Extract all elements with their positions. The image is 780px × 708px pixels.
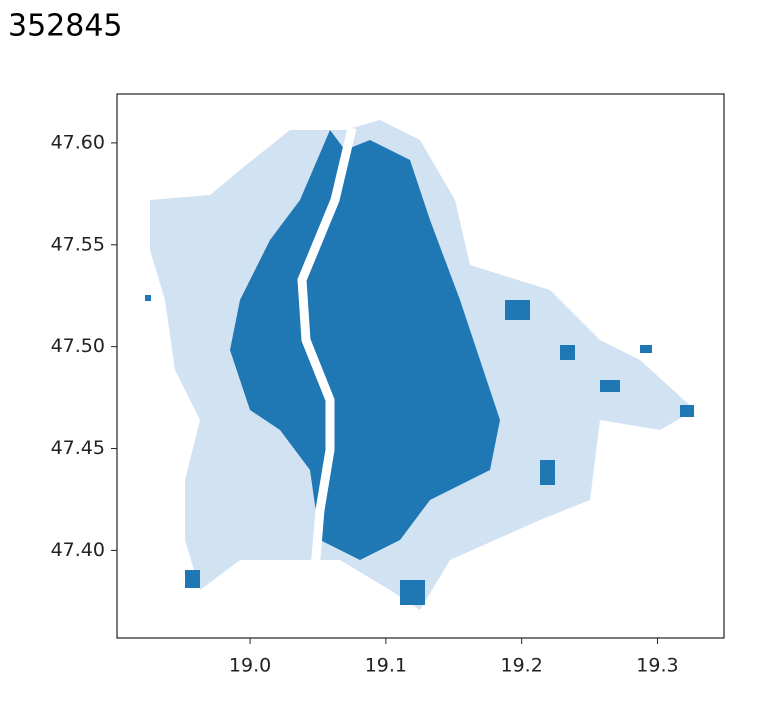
y-tick-label: 47.45	[51, 437, 105, 459]
output-text: 352845	[8, 9, 123, 44]
map-shapes	[145, 120, 695, 610]
y-tick-label: 47.40	[51, 539, 105, 561]
x-tick-label: 19.0	[229, 655, 271, 677]
axes-frame	[116, 93, 725, 639]
x-tick-label: 19.3	[636, 655, 678, 677]
dark-patches	[145, 295, 694, 605]
x-tick-label: 19.1	[365, 655, 407, 677]
river	[297, 126, 357, 571]
dark-area	[230, 130, 500, 560]
y-tick-label: 47.55	[51, 233, 105, 255]
y-tick-label: 47.50	[51, 335, 105, 357]
y-tick-label: 47.60	[51, 131, 105, 153]
x-tick-label: 19.2	[501, 655, 543, 677]
